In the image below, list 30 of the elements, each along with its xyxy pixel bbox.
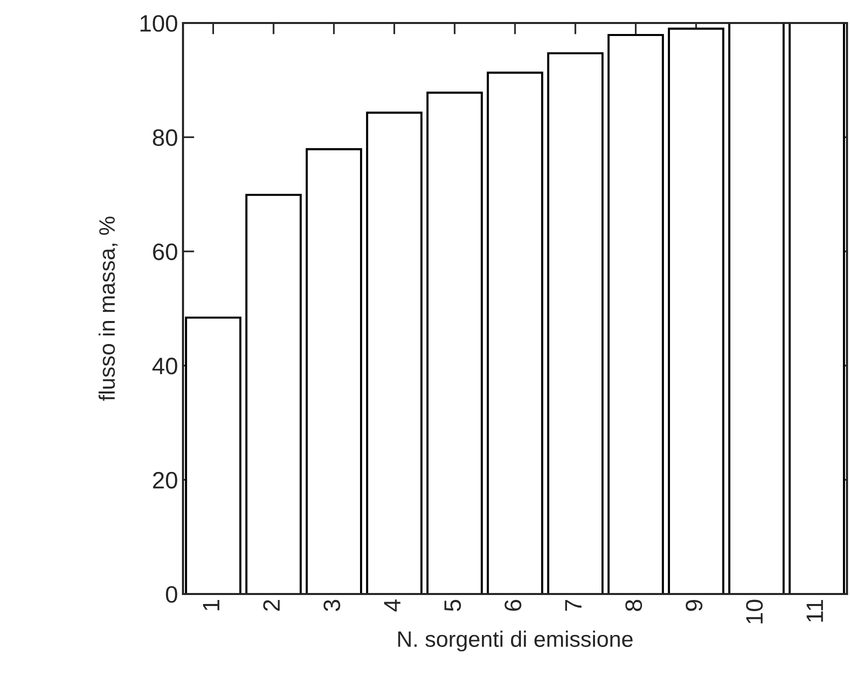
bar bbox=[366, 112, 422, 594]
y-axis-title: flusso in massa, % bbox=[98, 216, 118, 401]
bar bbox=[608, 34, 664, 594]
y-tick-label: 100 bbox=[140, 15, 178, 32]
x-tick-label: 3 bbox=[324, 600, 340, 612]
bar bbox=[788, 23, 846, 594]
y-tick-label: 20 bbox=[153, 472, 178, 489]
bar bbox=[547, 52, 604, 594]
bar bbox=[245, 194, 302, 594]
x-tick-label: 11 bbox=[806, 600, 823, 622]
x-tick-label: 8 bbox=[625, 600, 642, 611]
bar bbox=[426, 92, 483, 594]
x-tick-label: 10 bbox=[746, 600, 763, 624]
x-tick-label: 1 bbox=[203, 600, 220, 610]
x-tick-label: 9 bbox=[686, 600, 702, 611]
y-tick-label: 40 bbox=[152, 358, 178, 374]
x-tick-label: 4 bbox=[384, 600, 400, 612]
x-tick-label: 5 bbox=[444, 600, 461, 612]
bar bbox=[668, 28, 724, 594]
bar bbox=[184, 316, 242, 594]
x-tick-label: 7 bbox=[565, 600, 582, 611]
y-tick-label: 80 bbox=[152, 129, 178, 146]
x-tick-label: 2 bbox=[263, 600, 280, 611]
bar bbox=[306, 148, 362, 594]
bar bbox=[728, 23, 785, 594]
y-tick-label: 0 bbox=[166, 586, 178, 603]
bar bbox=[486, 72, 544, 594]
x-tick-label: 6 bbox=[504, 600, 522, 611]
x-axis-title: N. sorgenti di emissione bbox=[398, 630, 633, 652]
y-tick-label: 60 bbox=[153, 243, 178, 260]
